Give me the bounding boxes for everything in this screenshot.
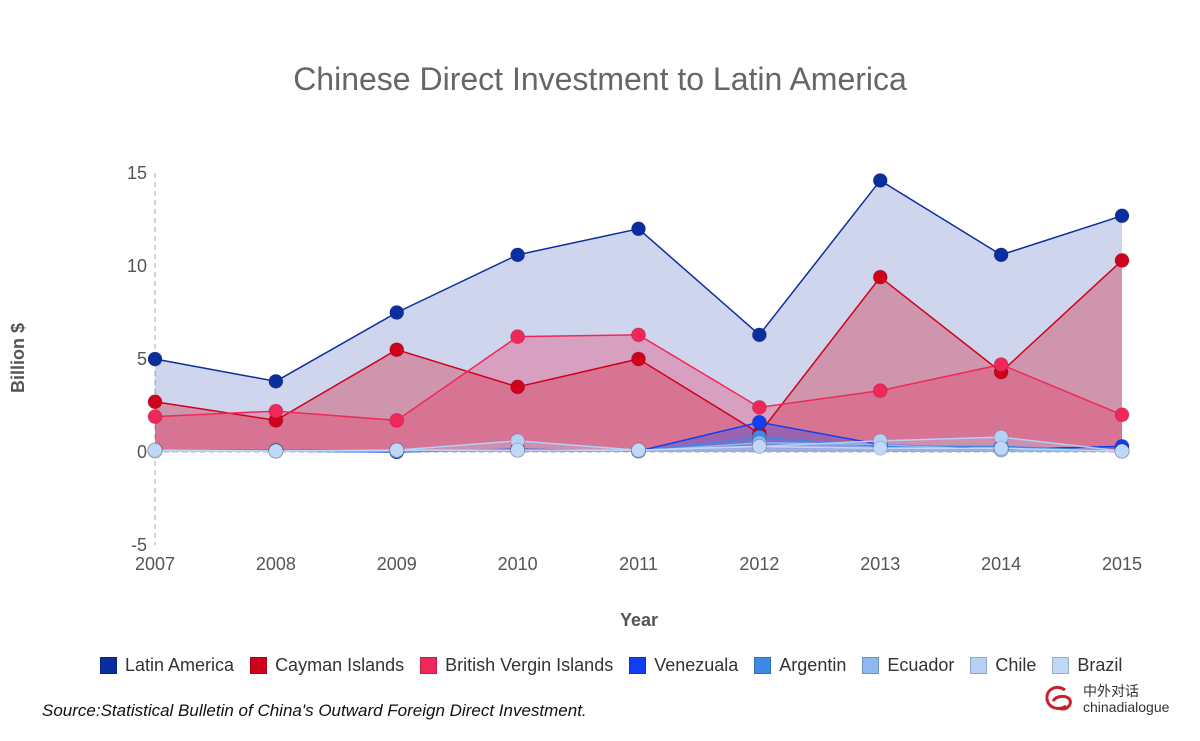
point-british-vergin-islands — [631, 327, 646, 343]
x-tick-label: 2015 — [1102, 554, 1142, 574]
legend-label: Venezuala — [654, 655, 739, 675]
point-latin-america — [993, 247, 1009, 263]
y-tick-label: 15 — [127, 163, 147, 183]
point-british-vergin-islands — [993, 357, 1009, 373]
point-brazil — [993, 440, 1009, 456]
legend-swatch — [100, 657, 117, 674]
y-tick-label: 0 — [137, 442, 147, 462]
logo-english: chinadialogue — [1083, 699, 1170, 715]
legend-label: Chile — [995, 655, 1037, 675]
legend-swatch — [754, 657, 772, 674]
point-latin-america — [631, 221, 646, 237]
legend-item[interactable]: Brazil — [1052, 655, 1122, 676]
legend-item[interactable]: Argentin — [754, 655, 846, 676]
x-axis-label: Year — [620, 610, 658, 630]
legend-swatch — [420, 657, 438, 674]
y-axis-label: Billion $ — [8, 323, 28, 393]
point-latin-america — [872, 172, 888, 188]
area-cayman-islands — [155, 260, 1122, 452]
legend-item[interactable]: Venezuala — [629, 655, 738, 676]
legend-swatch — [862, 657, 880, 674]
x-tick-label: 2010 — [498, 554, 538, 574]
x-tick-label: 2012 — [739, 554, 779, 574]
legend-label: Ecuador — [887, 655, 955, 675]
x-tick-label: 2011 — [619, 554, 658, 574]
point-brazil — [510, 442, 526, 458]
x-tick-label: 2008 — [256, 554, 296, 574]
point-cayman-islands — [872, 269, 888, 285]
point-cayman-islands — [1114, 252, 1130, 268]
point-british-vergin-islands — [872, 383, 888, 399]
point-brazil — [1114, 443, 1130, 459]
legend-item[interactable]: Ecuador — [862, 655, 954, 676]
legend-swatch — [1052, 657, 1070, 674]
legend-item[interactable]: Latin America — [100, 655, 234, 676]
point-british-vergin-islands — [510, 329, 526, 345]
point-latin-america — [389, 305, 405, 320]
point-brazil — [631, 442, 646, 458]
point-british-vergin-islands — [389, 412, 405, 428]
y-tick-label: 10 — [127, 256, 147, 276]
point-latin-america — [268, 373, 284, 389]
legend-item[interactable]: British Vergin Islands — [420, 655, 613, 676]
point-latin-america — [147, 351, 163, 367]
point-british-vergin-islands — [751, 399, 767, 415]
point-latin-america — [751, 327, 767, 343]
point-british-vergin-islands — [147, 409, 163, 425]
x-tick-label: 2007 — [135, 554, 175, 574]
point-brazil — [751, 438, 767, 454]
legend-label: Brazil — [1077, 655, 1123, 675]
x-tick-label: 2013 — [860, 554, 900, 574]
point-cayman-islands — [631, 351, 646, 367]
legend-swatch — [629, 657, 647, 674]
point-venezuala — [751, 414, 767, 430]
legend-label: Cayman Islands — [275, 655, 405, 675]
point-british-vergin-islands — [268, 403, 284, 419]
legend-label: British Vergin Islands — [445, 655, 614, 675]
point-british-vergin-islands — [1114, 407, 1130, 423]
legend: Latin America Cayman Islands British Vergi… — [100, 655, 1138, 676]
point-cayman-islands — [147, 394, 163, 410]
legend-label: Argentin — [779, 655, 847, 675]
point-cayman-islands — [510, 379, 526, 395]
legend-label: Latin America — [125, 655, 235, 675]
legend-item[interactable]: Chile — [970, 655, 1036, 676]
chinadialogue-logo: 中外对话 chinadialogue — [1043, 683, 1169, 715]
point-cayman-islands — [389, 342, 405, 358]
point-brazil — [147, 442, 163, 458]
point-latin-america — [510, 247, 526, 263]
legend-swatch — [970, 657, 988, 674]
point-brazil — [268, 443, 284, 459]
chart-title: Chinese Direct Investment to Latin Ameri… — [293, 61, 907, 97]
point-latin-america — [1114, 208, 1130, 224]
point-brazil — [872, 440, 888, 456]
point-brazil — [389, 442, 405, 458]
x-tick-label: 2014 — [981, 554, 1021, 574]
logo-chinese: 中外对话 — [1083, 683, 1139, 699]
x-tick-label: 2009 — [377, 554, 417, 574]
y-tick-label: 5 — [137, 349, 147, 369]
source-note: Source:Statistical Bulletin of China's O… — [42, 701, 587, 720]
y-tick-label: -5 — [131, 535, 147, 555]
legend-item[interactable]: Cayman Islands — [250, 655, 404, 676]
logo-swirl-icon — [1045, 685, 1072, 711]
legend-swatch — [250, 657, 268, 674]
